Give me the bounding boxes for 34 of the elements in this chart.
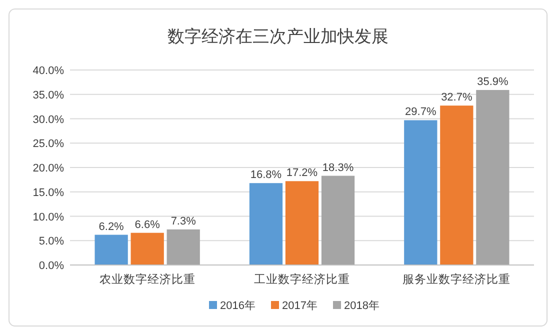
text: 32.7% [441, 92, 472, 104]
x-tick-label: 农业数字经济比重 [99, 272, 196, 286]
text: 7.3% [170, 215, 196, 228]
y-tick-label: 10.0% [32, 211, 64, 224]
x-tick-label: 服务业数字经济比重 [402, 272, 511, 286]
legend-label: 2018年 [344, 300, 380, 312]
bar [166, 229, 200, 265]
y-tick-label: 20.0% [32, 162, 64, 174]
y-tick-label: 25.0% [32, 138, 64, 150]
text: 18.3% [322, 162, 354, 174]
text: 16.8% [250, 169, 282, 182]
text: 6.2% [98, 220, 124, 233]
y-tick-label: 35.0% [32, 89, 64, 102]
y-tick-label: 0.0% [38, 260, 64, 272]
bar [321, 176, 355, 265]
chart-title: 数字经济在三次产业加快发展 [168, 27, 388, 46]
bar [476, 90, 510, 265]
bar [130, 232, 164, 265]
bar [404, 120, 438, 265]
bar [94, 234, 128, 265]
y-tick-label: 40.0% [32, 65, 64, 77]
bar [440, 106, 474, 265]
bar [249, 183, 283, 265]
text: 17.2% [286, 167, 318, 180]
bar [285, 181, 319, 265]
y-tick-label: 5.0% [38, 236, 64, 248]
legend-label: 2016年 [220, 300, 256, 312]
text: 35.9% [477, 76, 508, 88]
x-tick-label: 工业数字经济比重 [254, 272, 350, 286]
text: 29.7% [405, 106, 436, 118]
y-tick-label: 15.0% [32, 186, 64, 199]
text: 6.6% [134, 218, 160, 231]
y-tick-label: 30.0% [32, 114, 64, 126]
legend-label: 2017年 [282, 300, 318, 312]
